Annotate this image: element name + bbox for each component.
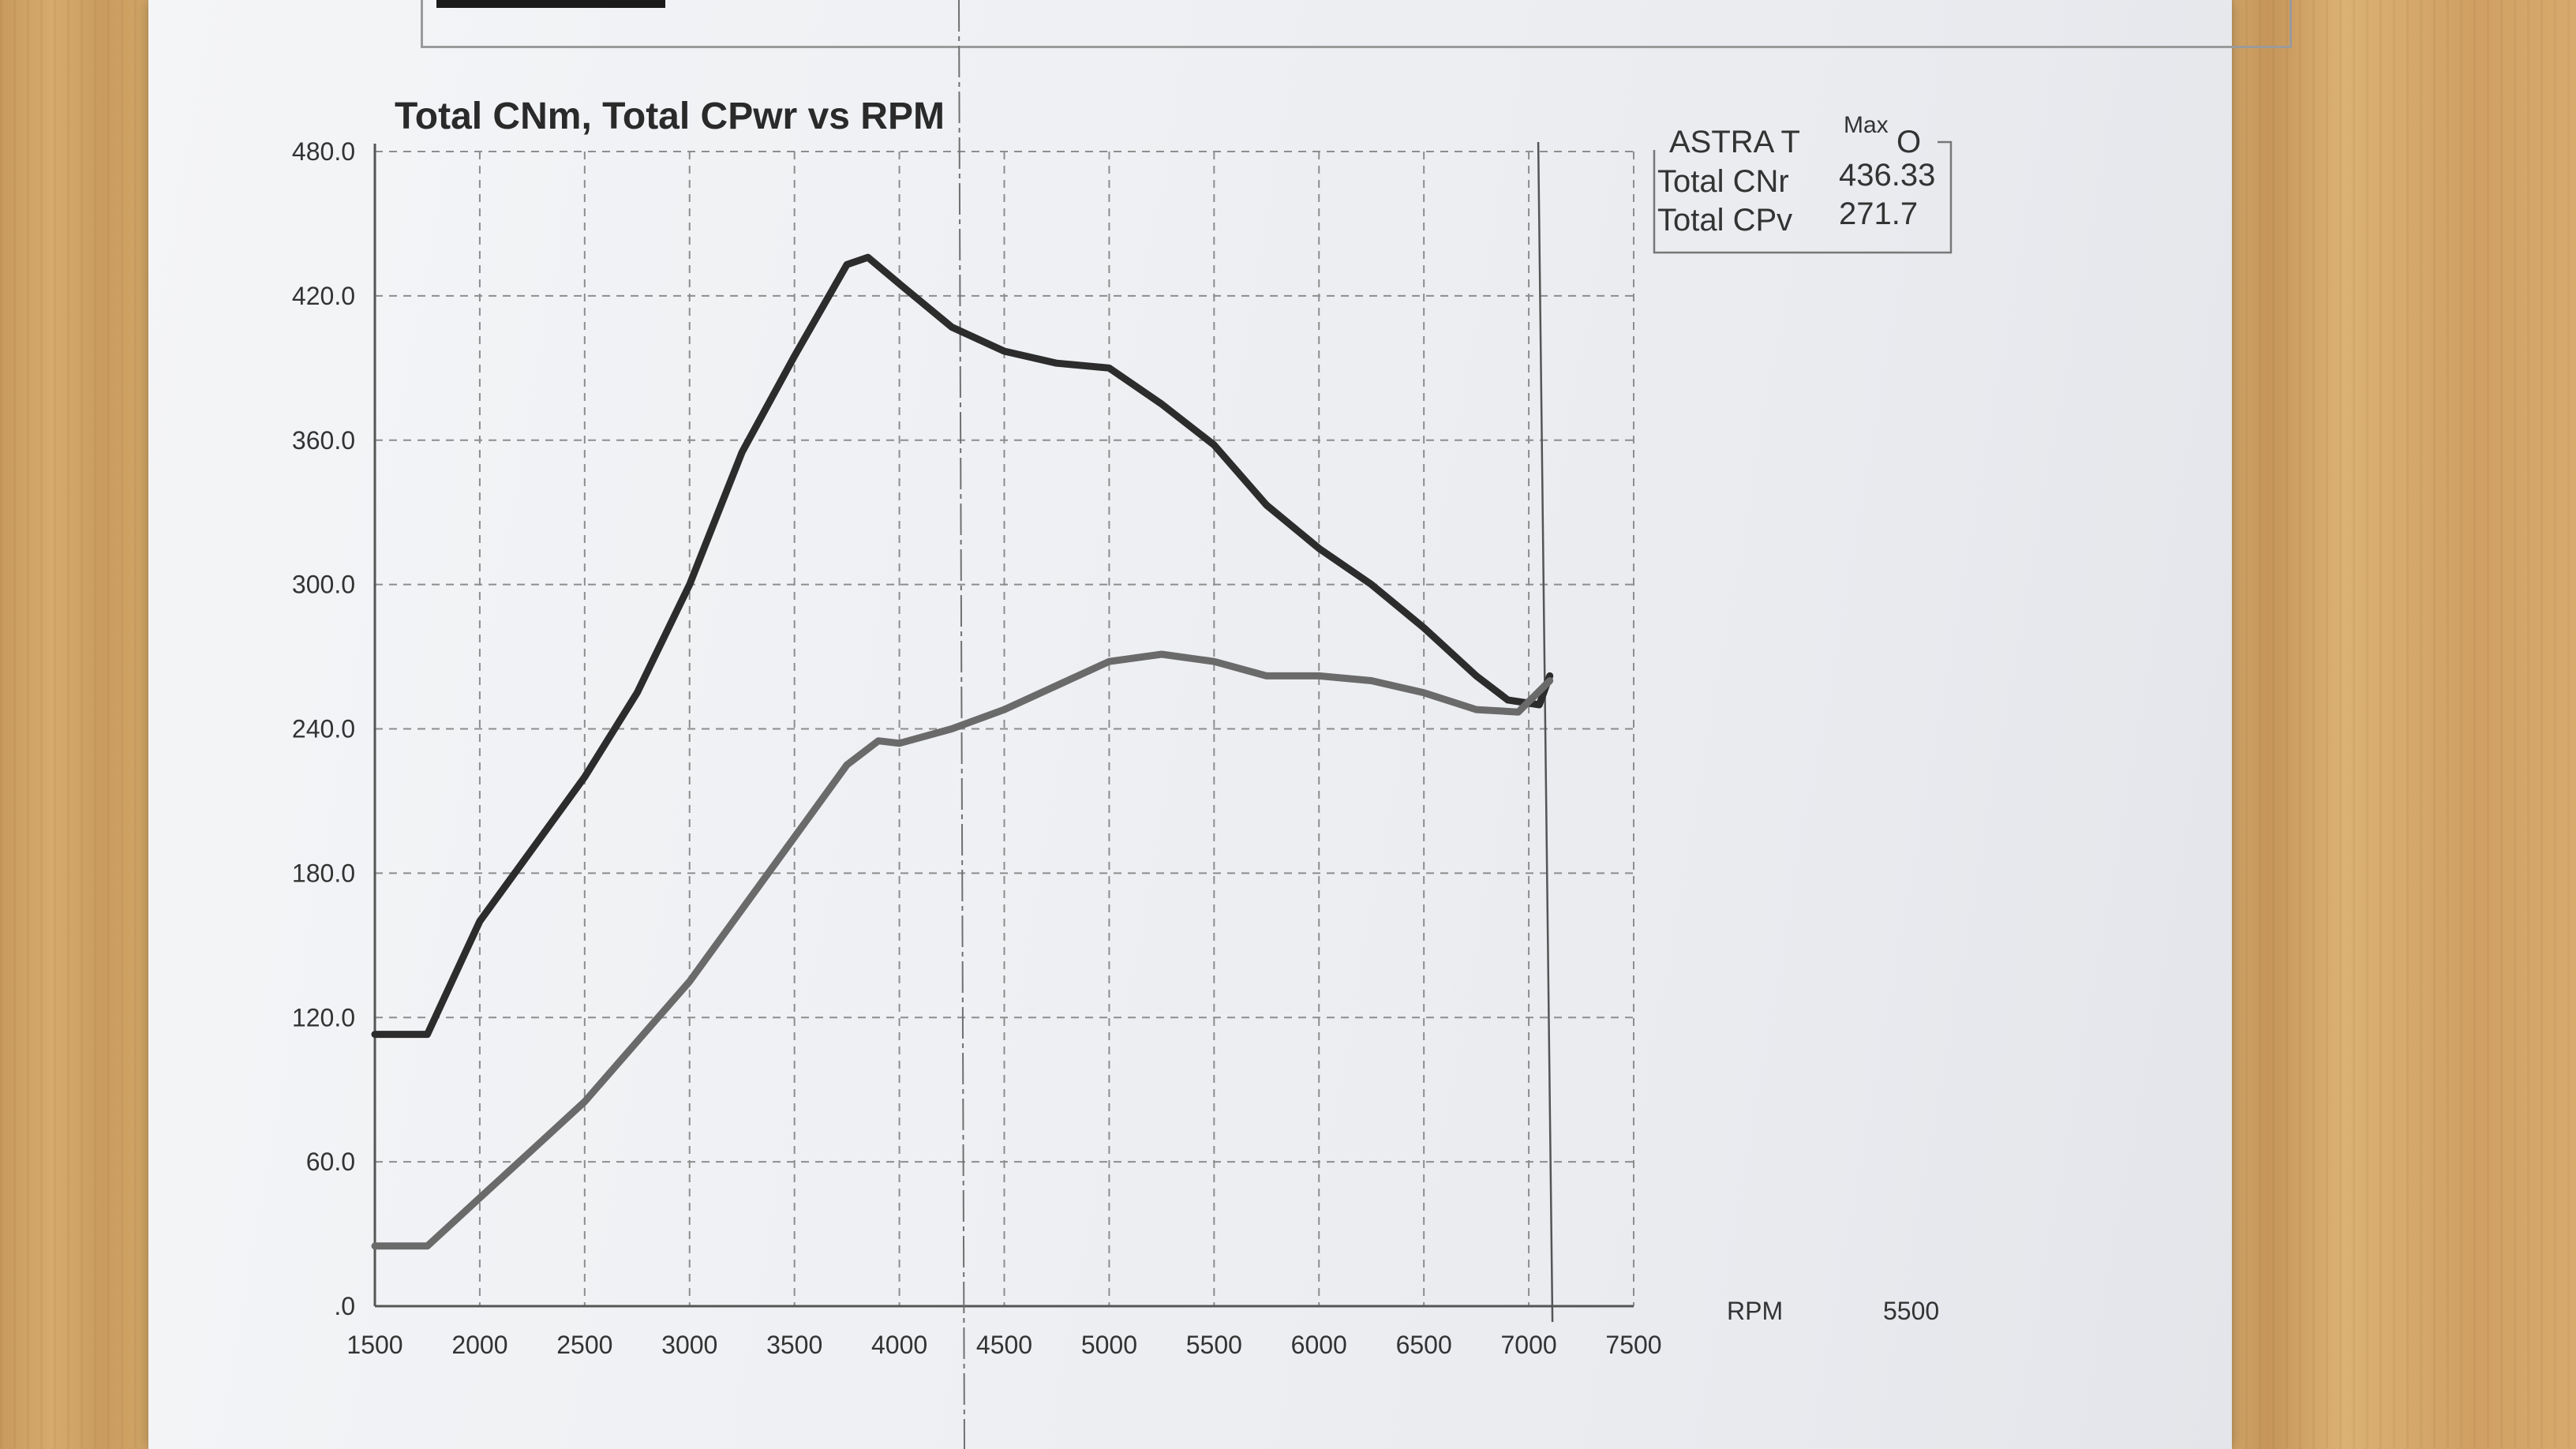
legend-column-header: Max: [1844, 112, 1889, 138]
y-tick-label: 480.0: [292, 137, 355, 166]
legend-entry-torque-label: Total CNr: [1657, 164, 1789, 199]
chart-title: Total CNm, Total CPwr vs RPM: [395, 95, 945, 137]
printout-header-frame: [421, 0, 2292, 48]
x-axis-extra-label: 5500: [1883, 1297, 1939, 1325]
x-tick-labels: 1500 2000 2500 3000 3500 4000 4500 5000 5500 6000…: [346, 1331, 1661, 1359]
x-tick-label: 2500: [556, 1331, 612, 1359]
x-tick-label: 6000: [1291, 1331, 1347, 1359]
x-tick-label: 4500: [976, 1331, 1032, 1359]
chart-grid: [375, 151, 1634, 1306]
x-tick-label: 1500: [346, 1331, 402, 1359]
series-line-total-cpwr: [371, 650, 1554, 1250]
legend-entry-power-value: 271.7: [1839, 197, 1918, 231]
dyno-printout: [148, 0, 2292, 1449]
x-tick-label: 7500: [1605, 1331, 1661, 1359]
end-marker-line: [1537, 141, 1554, 1323]
legend-frame: [1653, 140, 1953, 254]
y-tick-label: 300.0: [292, 571, 355, 599]
y-tick-label: 120.0: [292, 1003, 355, 1032]
x-tick-label: 6500: [1396, 1331, 1452, 1359]
x-tick-label: 3000: [661, 1331, 717, 1359]
x-tick-label: 5000: [1081, 1331, 1137, 1359]
y-tick-label: 420.0: [292, 282, 355, 310]
y-tick-label: 180.0: [292, 859, 355, 887]
y-tick-label: 60.0: [306, 1148, 355, 1176]
wood-right: [2232, 0, 2576, 1449]
printout-header-bar: [436, 0, 665, 8]
legend-entry-torque-value: 436.33: [1839, 158, 1935, 193]
wood-left: [0, 0, 148, 1449]
y-tick-label: 240.0: [292, 715, 355, 743]
x-tick-label: 3500: [766, 1331, 822, 1359]
y-tick-label: 360.0: [292, 426, 355, 455]
x-tick-label: 4000: [871, 1331, 927, 1359]
x-tick-label: 5500: [1186, 1331, 1242, 1359]
y-tick-labels: .0 60.0 120.0 180.0 240.0 300.0 360.0 420.0 480.…: [292, 137, 355, 1320]
legend-title: ASTRA T: [1669, 125, 1800, 159]
chart-series: [371, 253, 1554, 1250]
legend-entry-power-label: Total CPv: [1657, 203, 1792, 238]
chart-legend: ASTRA T O Max Total CNr 436.33 Total CPv…: [1653, 112, 1953, 254]
x-tick-label: 7000: [1500, 1331, 1556, 1359]
series-line-total-cnm: [371, 253, 1554, 1039]
x-tick-label: 2000: [451, 1331, 507, 1359]
y-tick-label: .0: [334, 1292, 355, 1320]
x-axis-label: RPM: [1727, 1297, 1783, 1325]
legend-title-tail: O: [1896, 125, 1921, 159]
